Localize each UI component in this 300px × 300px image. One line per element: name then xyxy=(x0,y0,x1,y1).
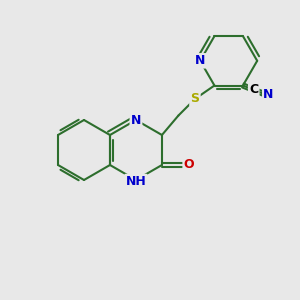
Text: N: N xyxy=(195,54,206,67)
Text: S: S xyxy=(190,92,200,106)
Text: NH: NH xyxy=(126,175,146,188)
Text: N: N xyxy=(263,88,274,101)
Text: C: C xyxy=(249,83,258,96)
Text: O: O xyxy=(184,158,194,172)
Text: N: N xyxy=(131,113,141,127)
